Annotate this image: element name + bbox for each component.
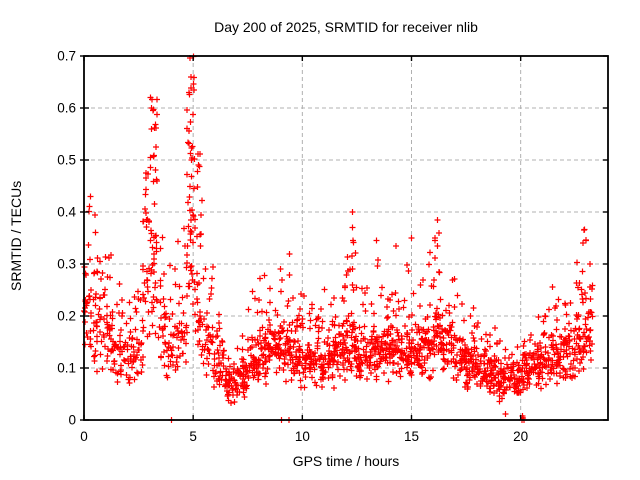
x-axis-label: GPS time / hours bbox=[292, 453, 400, 469]
chart-title: Day 200 of 2025, SRMTID for receiver nli… bbox=[214, 19, 478, 35]
x-tick-label: 20 bbox=[513, 429, 528, 444]
y-tick-label: 0 bbox=[68, 413, 76, 428]
y-tick-label: 0.1 bbox=[57, 361, 76, 376]
plot-border bbox=[83, 55, 609, 421]
y-tick-label: 0.2 bbox=[57, 309, 76, 324]
y-tick-label: 0.6 bbox=[57, 101, 76, 116]
x-tick-label: 0 bbox=[80, 429, 88, 444]
y-tick-label: 0.3 bbox=[57, 257, 76, 272]
y-tick-label: 0.5 bbox=[57, 153, 76, 168]
y-tick-label: 0.7 bbox=[57, 49, 76, 64]
scatter-points bbox=[81, 53, 596, 423]
x-tick-label: 10 bbox=[295, 429, 310, 444]
y-tick-label: 0.4 bbox=[57, 205, 76, 220]
x-tick-label: 5 bbox=[189, 429, 197, 444]
x-tick-label: 15 bbox=[404, 429, 419, 444]
